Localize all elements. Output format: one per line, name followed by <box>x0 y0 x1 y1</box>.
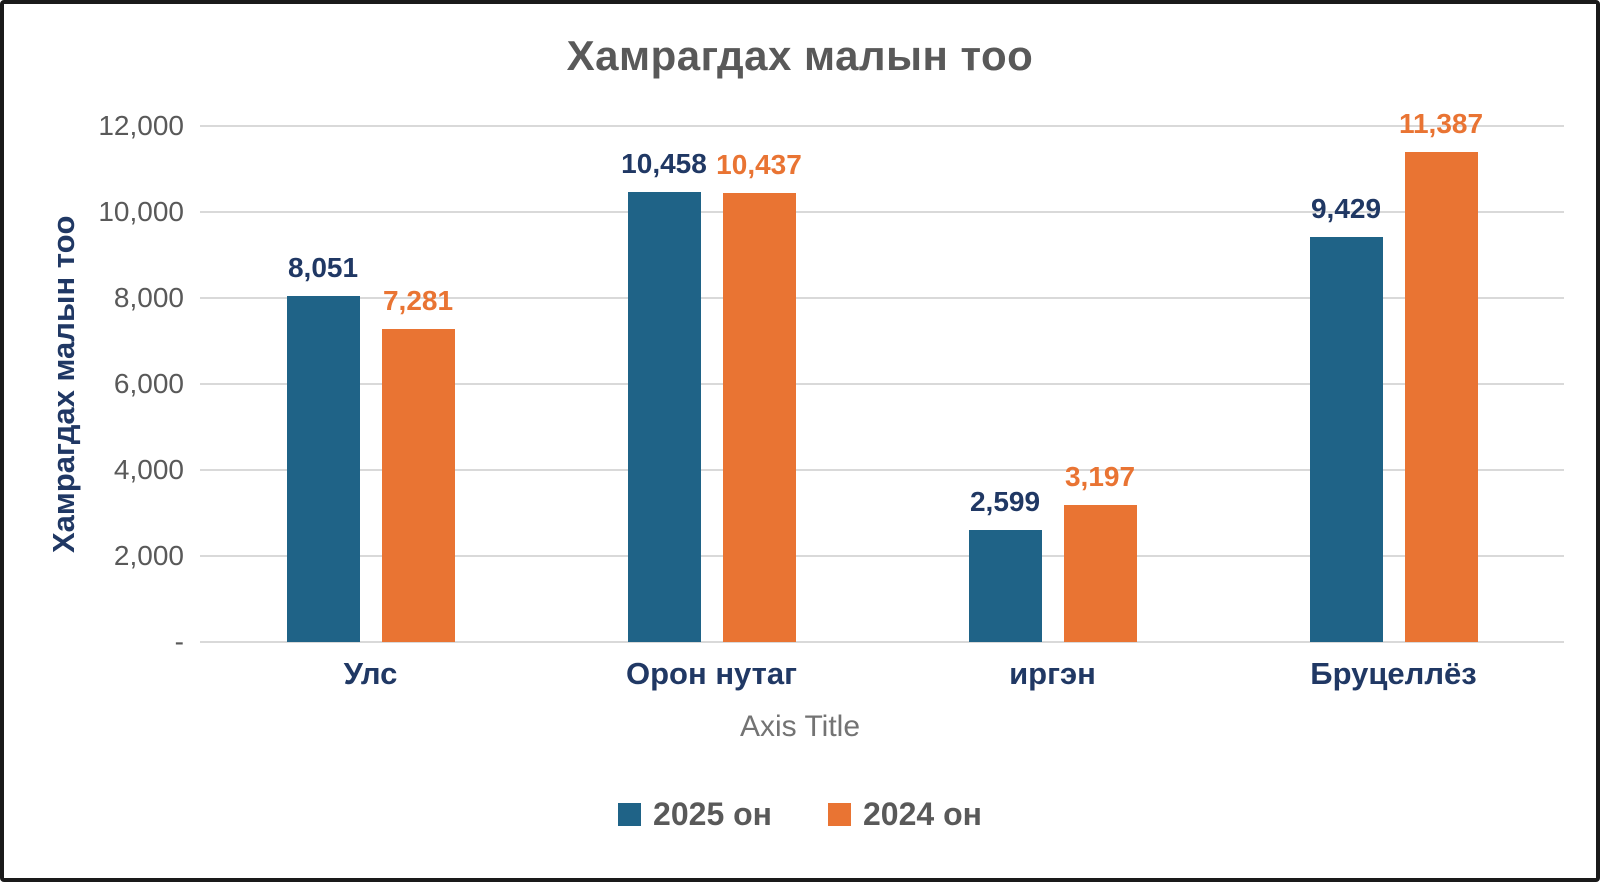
bar-data-label: 2,599 <box>969 486 1041 518</box>
legend: 2025 он 2024 он <box>4 796 1596 833</box>
bar-column: 3,197 <box>1063 126 1137 642</box>
x-category-label: Бруцеллёз <box>1310 656 1477 691</box>
x-category-label: Улс <box>343 656 398 691</box>
bar-column: 10,458 <box>621 126 707 642</box>
bar-data-label: 10,458 <box>621 148 707 180</box>
legend-swatch-icon <box>618 803 642 826</box>
bar-data-label: 8,051 <box>287 251 359 283</box>
bar-data-label: 10,437 <box>716 149 802 181</box>
bar[interactable] <box>968 530 1042 642</box>
bar-group: 8,051 7,281 <box>200 126 541 642</box>
bar-data-label: 9,429 <box>1310 192 1382 224</box>
bar[interactable] <box>1063 504 1137 642</box>
plot-area <box>200 125 1564 643</box>
x-category-label: Орон нутаг <box>626 656 797 691</box>
bar[interactable] <box>286 295 360 642</box>
legend-label: 2025 он <box>653 796 772 832</box>
gridline <box>200 383 1564 385</box>
y-tick-label: - <box>174 626 184 657</box>
bar-column: 8,051 <box>286 126 360 642</box>
legend-item[interactable]: 2025 он <box>618 796 772 833</box>
gridline <box>200 211 1564 213</box>
bar[interactable] <box>381 328 455 642</box>
gridline <box>200 641 1564 643</box>
bar-column: 10,437 <box>716 126 802 642</box>
x-category-label: иргэн <box>1009 656 1096 691</box>
legend-label: 2024 он <box>863 796 982 832</box>
x-axis-title: Axis Title <box>739 710 861 743</box>
y-tick-label: 6,000 <box>113 368 184 399</box>
bar[interactable] <box>627 192 701 642</box>
y-tick-label: 10,000 <box>98 196 184 227</box>
bar-column: 11,387 <box>1399 108 1483 642</box>
gridline <box>200 297 1564 299</box>
bar-data-label: 3,197 <box>1064 460 1136 492</box>
y-axis-tick-labels: - 2,000 4,000 6,000 8,000 10,000 12,000 <box>4 110 184 657</box>
y-tick-label: 4,000 <box>113 454 184 485</box>
bar-data-label: 11,387 <box>1398 108 1484 140</box>
gridline <box>200 125 1564 127</box>
bar-column: 7,281 <box>381 126 455 642</box>
bar-group: 9,429 11,387 <box>1223 108 1564 642</box>
bar[interactable] <box>722 193 796 642</box>
bar-groups: 8,051 7,281 10,458 10,437 2,599 3,197 9,429 11,… <box>200 108 1564 642</box>
bar-group: 2,599 3,197 <box>882 126 1223 642</box>
bar-column: 9,429 <box>1309 126 1383 642</box>
x-axis-category-labels: Улс Орон нутаг иргэн Бруцеллёз <box>200 656 1564 692</box>
bar-group: 10,458 10,437 <box>541 126 882 642</box>
gridline <box>200 555 1564 557</box>
bar[interactable] <box>1404 152 1478 642</box>
legend-swatch-icon <box>828 803 851 826</box>
bar-column: 2,599 <box>968 126 1042 642</box>
y-tick-label: 8,000 <box>113 282 184 313</box>
bar-data-label: 7,281 <box>382 284 454 316</box>
gridline <box>200 469 1564 471</box>
y-tick-label: 12,000 <box>98 110 184 141</box>
bar[interactable] <box>1309 236 1383 642</box>
legend-item[interactable]: 2024 он <box>828 796 982 833</box>
chart-title: Хамрагдах малын тоо <box>566 32 1034 79</box>
y-tick-label: 2,000 <box>113 540 184 571</box>
